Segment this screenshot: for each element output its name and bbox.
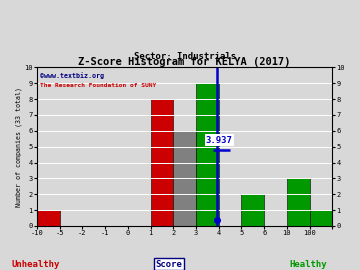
Text: ©www.textbiz.org: ©www.textbiz.org [40,72,104,79]
Bar [150,99,173,226]
Text: Unhealthy: Unhealthy [12,260,60,269]
Bar [196,83,219,226]
Text: Healthy: Healthy [289,260,327,269]
Text: Sector: Industrials: Sector: Industrials [134,52,236,61]
Bar [173,131,196,226]
Bar [37,210,60,226]
Bar [287,178,310,226]
Text: The Research Foundation of SUNY: The Research Foundation of SUNY [40,83,156,88]
Bar [310,210,332,226]
Y-axis label: Number of companies (33 total): Number of companies (33 total) [15,87,22,207]
Title: Z-Score Histogram for KELYA (2017): Z-Score Histogram for KELYA (2017) [78,57,291,67]
Text: 3.937: 3.937 [206,136,233,145]
Text: Score: Score [156,260,183,269]
Bar [242,194,264,226]
